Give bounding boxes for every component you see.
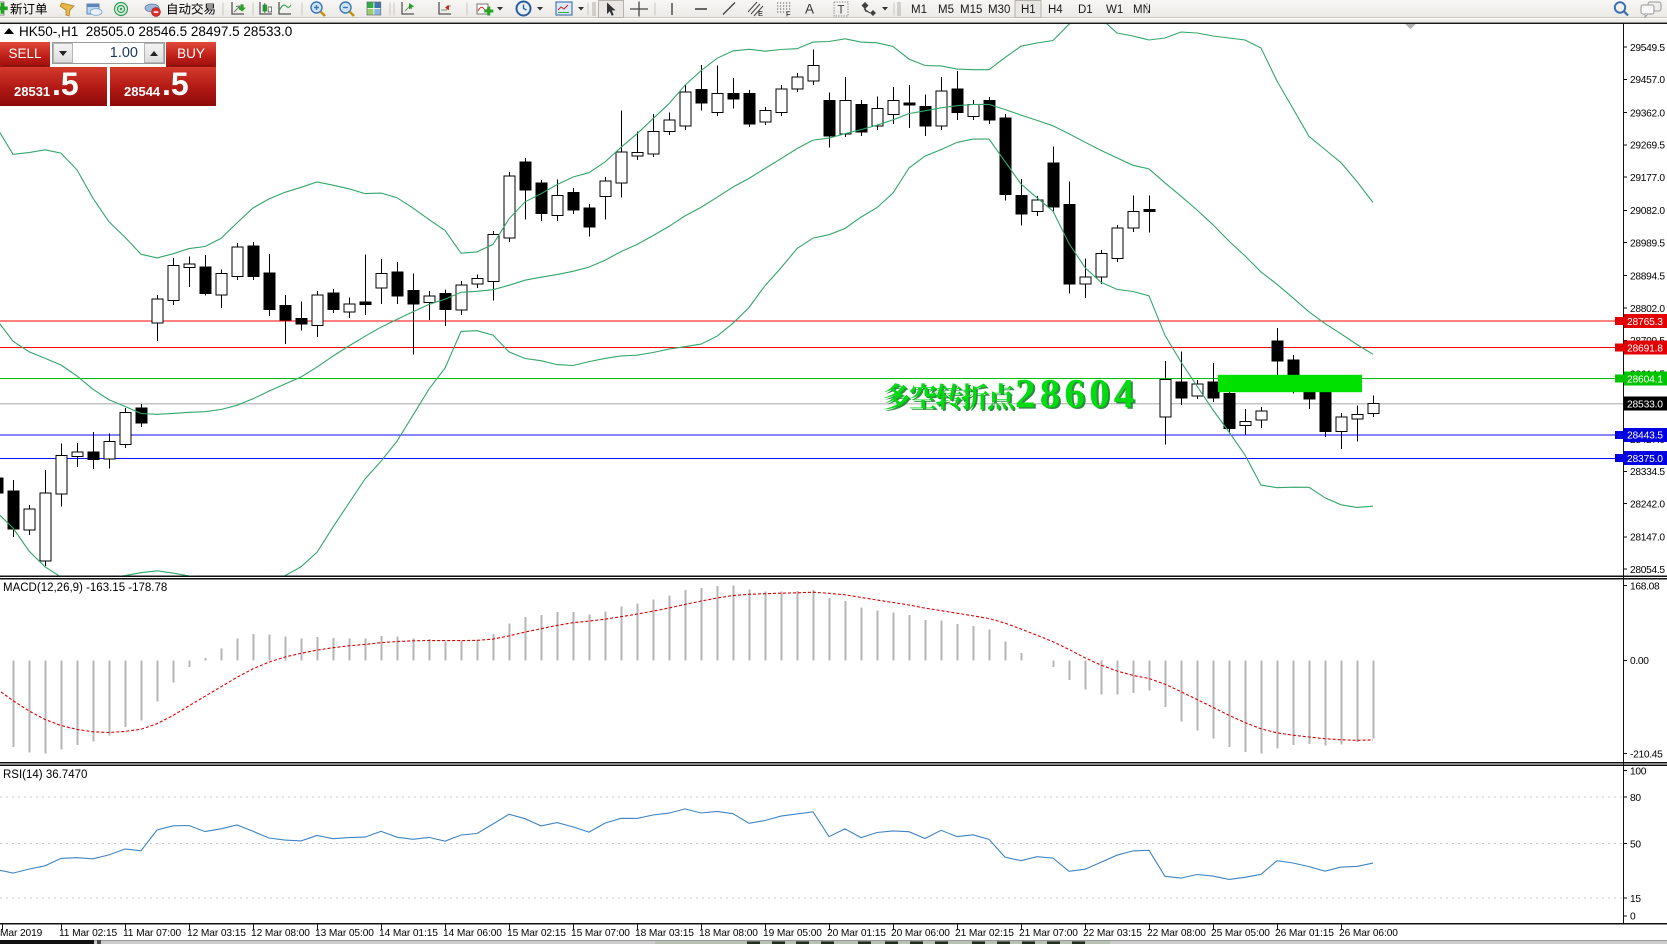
svg-text:15: 15	[1630, 894, 1641, 905]
svg-text:25 Mar 05:00: 25 Mar 05:00	[1211, 928, 1270, 939]
svg-text:28334.5: 28334.5	[1630, 467, 1665, 478]
svg-text:H1: H1	[1021, 4, 1036, 16]
svg-text:28604: 28604	[1015, 370, 1139, 416]
svg-text:29549.5: 29549.5	[1630, 43, 1665, 54]
svg-text:D1: D1	[1078, 4, 1093, 16]
svg-text:M15: M15	[960, 4, 982, 16]
svg-text:28533.0: 28533.0	[1627, 399, 1663, 410]
svg-text:M1: M1	[911, 4, 927, 16]
svg-text:28989.5: 28989.5	[1630, 238, 1665, 249]
svg-text:29082.0: 29082.0	[1630, 206, 1665, 217]
svg-text:28802.0: 28802.0	[1630, 304, 1665, 315]
svg-text:19 Mar 05:00: 19 Mar 05:00	[763, 928, 822, 939]
svg-text:F: F	[786, 10, 791, 19]
svg-text:M5: M5	[938, 4, 954, 16]
svg-text:13 Mar 05:00: 13 Mar 05:00	[315, 928, 374, 939]
svg-text:0: 0	[1630, 912, 1636, 923]
svg-text:20 Mar 06:00: 20 Mar 06:00	[891, 928, 950, 939]
svg-text:28894.5: 28894.5	[1630, 272, 1665, 283]
svg-text:20 Mar 01:15: 20 Mar 01:15	[827, 928, 886, 939]
svg-text:50: 50	[1630, 839, 1641, 850]
svg-text:11 Mar 02:15: 11 Mar 02:15	[59, 928, 118, 939]
svg-text:29457.0: 29457.0	[1630, 75, 1665, 86]
svg-text:MN: MN	[1133, 4, 1151, 16]
svg-text:18 Mar 03:15: 18 Mar 03:15	[635, 928, 694, 939]
svg-text:100: 100	[1630, 766, 1647, 777]
svg-text:29269.5: 29269.5	[1630, 141, 1665, 152]
svg-text:26 Mar 01:15: 26 Mar 01:15	[1275, 928, 1334, 939]
svg-text:26 Mar 06:00: 26 Mar 06:00	[1339, 928, 1398, 939]
svg-text:12 Mar 03:15: 12 Mar 03:15	[187, 928, 246, 939]
svg-text:M30: M30	[988, 4, 1010, 16]
svg-text:T: T	[838, 5, 845, 17]
svg-text:RSI(14) 36.7470: RSI(14) 36.7470	[3, 769, 87, 781]
svg-text:11 Mar 07:00: 11 Mar 07:00	[123, 928, 182, 939]
svg-text:21 Mar 07:00: 21 Mar 07:00	[1019, 928, 1078, 939]
svg-text:15 Mar 02:15: 15 Mar 02:15	[507, 928, 566, 939]
svg-text:80: 80	[1630, 793, 1641, 804]
svg-text:28147.0: 28147.0	[1630, 533, 1665, 544]
svg-text:28604: 28604	[1017, 372, 1141, 418]
svg-text:22 Mar 03:15: 22 Mar 03:15	[1083, 928, 1142, 939]
svg-text:A: A	[805, 2, 814, 17]
svg-text:22 Mar 08:00: 22 Mar 08:00	[1147, 928, 1206, 939]
svg-text:21 Mar 02:15: 21 Mar 02:15	[955, 928, 1014, 939]
svg-text:H4: H4	[1048, 4, 1063, 16]
svg-text:28765.3: 28765.3	[1627, 317, 1663, 328]
svg-text:-210.45: -210.45	[1630, 750, 1663, 761]
svg-text:28375.0: 28375.0	[1627, 454, 1663, 465]
svg-text:168.08: 168.08	[1630, 582, 1660, 593]
svg-text:MACD(12,26,9) -163.15 -178.78: MACD(12,26,9) -163.15 -178.78	[3, 582, 167, 594]
svg-text:14 Mar 01:15: 14 Mar 01:15	[379, 928, 438, 939]
svg-text:18 Mar 08:00: 18 Mar 08:00	[699, 928, 758, 939]
svg-text:15 Mar 07:00: 15 Mar 07:00	[571, 928, 630, 939]
svg-text:29362.0: 29362.0	[1630, 108, 1665, 119]
svg-text:E: E	[758, 9, 763, 18]
svg-text:28604.1: 28604.1	[1627, 374, 1663, 385]
svg-text:28242.0: 28242.0	[1630, 499, 1665, 510]
svg-text:HK50-,H1 28505.0 28546.5 2849: HK50-,H1 28505.0 28546.5 28497.5 28533.0	[19, 24, 292, 39]
svg-text:28691.8: 28691.8	[1627, 343, 1663, 354]
svg-text:14 Mar 06:00: 14 Mar 06:00	[443, 928, 502, 939]
svg-text:29177.0: 29177.0	[1630, 173, 1665, 184]
svg-text:0.00: 0.00	[1630, 656, 1649, 667]
svg-text:28443.5: 28443.5	[1627, 431, 1663, 442]
svg-text:W1: W1	[1106, 4, 1123, 16]
svg-text:28054.5: 28054.5	[1630, 565, 1665, 576]
svg-text:12 Mar 08:00: 12 Mar 08:00	[251, 928, 310, 939]
svg-text:Mar 2019: Mar 2019	[0, 928, 43, 939]
